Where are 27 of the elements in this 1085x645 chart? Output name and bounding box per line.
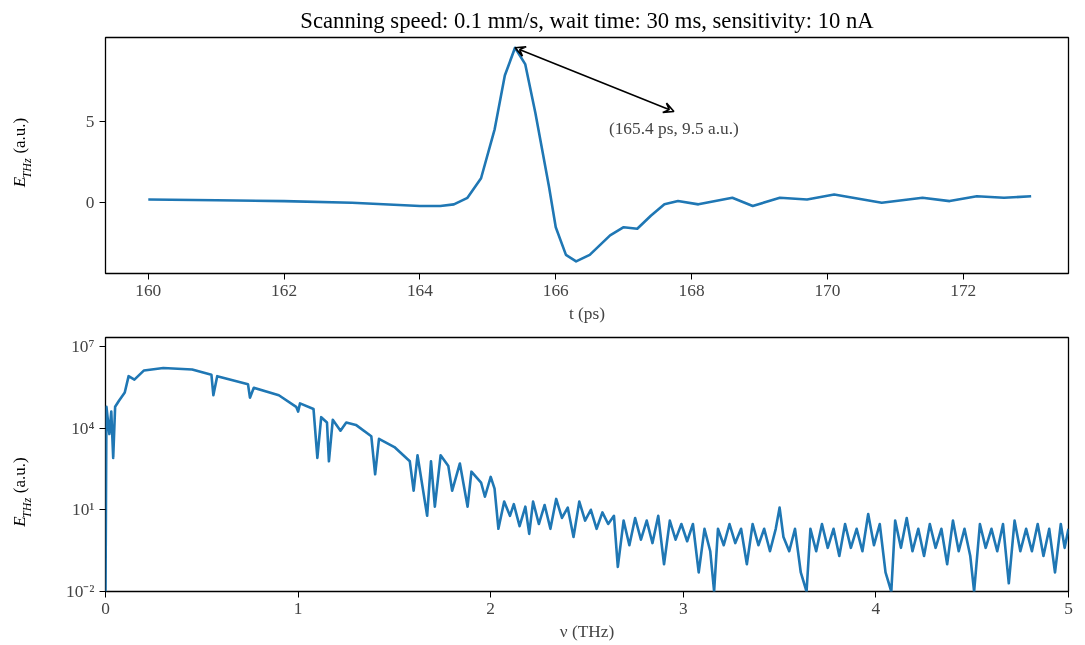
x-tick-label: 2 [486, 598, 496, 618]
y-tick-label: 5 [85, 111, 95, 131]
line-series [105, 366, 1069, 592]
x-tick-label: 172 [950, 280, 977, 300]
y-axis-title: ETHz (a.u.) [9, 457, 34, 528]
y-tick-label: 10⁴ [71, 418, 95, 438]
x-tick-label: 3 [678, 598, 688, 618]
chart-title: Scanning speed: 0.1 mm/s, wait time: 30 ms, sensitivity: 10 nA [300, 7, 875, 33]
x-tick-label: 4 [871, 598, 881, 618]
annotation: (165.4 ps, 9.5 a.u.) [608, 119, 740, 139]
x-tick-label: 170 [814, 280, 841, 300]
x-axis-title: t (ps) [568, 303, 606, 323]
y-tick-label: 10¹ [71, 500, 95, 520]
x-tick-label: 5 [1064, 598, 1073, 618]
y-tick-label: 10⁷ [71, 336, 95, 356]
x-axis-title: ν (THz) [559, 621, 615, 641]
y-tick-label: 0 [85, 193, 95, 213]
x-tick-label: 164 [406, 280, 434, 300]
x-tick-label: 162 [271, 280, 298, 300]
x-tick-label: 166 [542, 280, 570, 300]
y-tick-label: 10⁻² [65, 582, 95, 601]
x-tick-label: 0 [101, 598, 110, 618]
x-tick-label: 168 [678, 280, 705, 300]
y-axis-title: ETHz (a.u.) [9, 117, 34, 189]
x-tick-label: 1 [293, 598, 303, 618]
x-tick-label: 160 [135, 280, 162, 300]
line-series [146, 46, 1033, 263]
